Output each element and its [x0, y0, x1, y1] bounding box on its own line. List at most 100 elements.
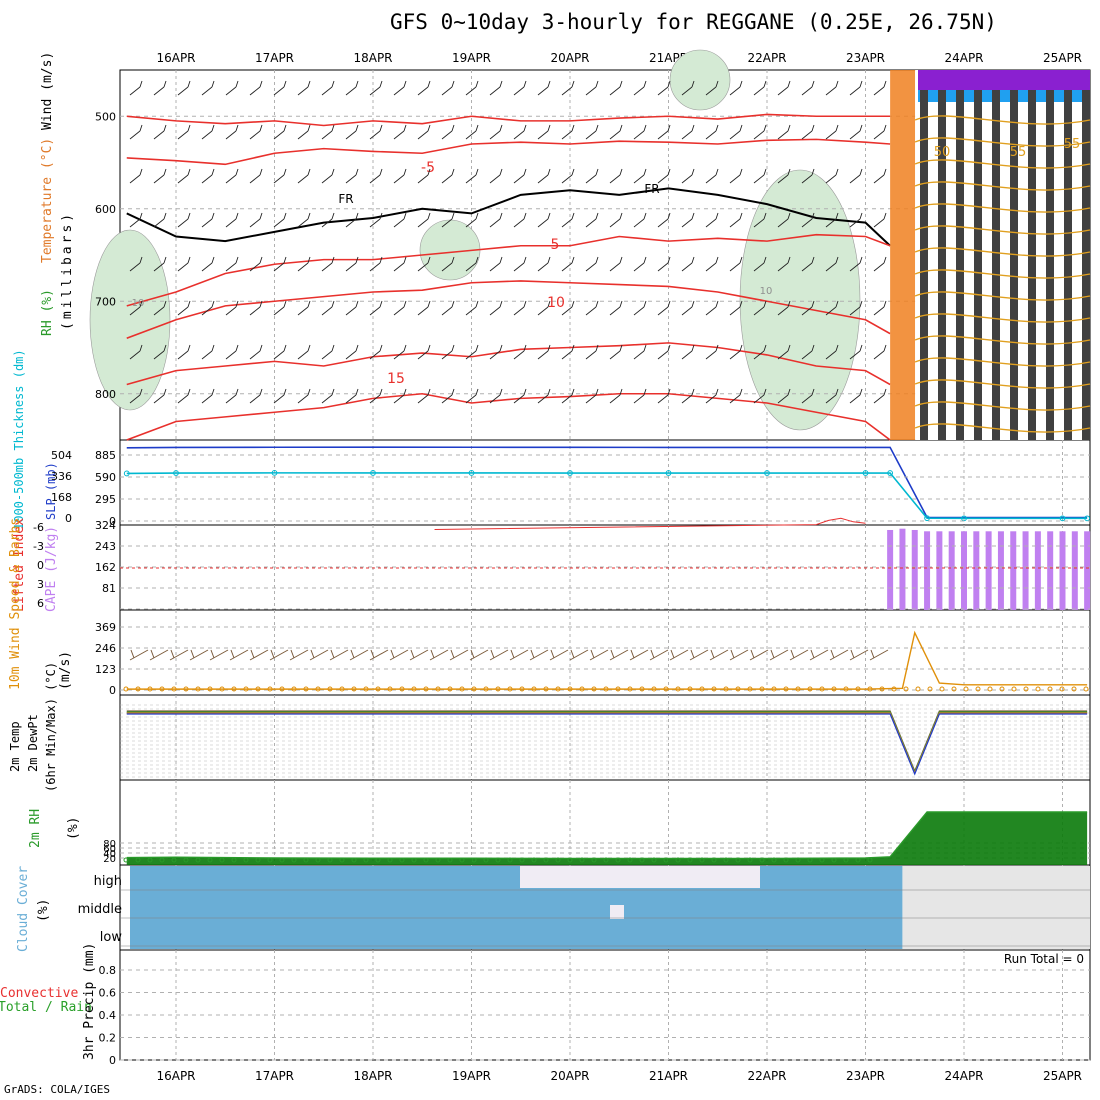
date-label-top: 23APR: [846, 51, 885, 65]
wind-barb: [513, 256, 527, 272]
wind-barb: [561, 256, 575, 272]
rh2m-point: [699, 857, 705, 863]
wind10m-point: [1035, 686, 1041, 692]
wind10m-point: [819, 686, 825, 692]
rh2m-point: [627, 857, 633, 863]
wind-barb: [225, 344, 239, 360]
temp-contour-label: 10: [547, 295, 565, 311]
wind-barb: [825, 168, 839, 184]
wind10m-point: [435, 686, 441, 692]
cloud-fill: [130, 866, 903, 949]
wind10m-point: [231, 686, 237, 692]
wind-barb: [537, 256, 551, 272]
wind10m-barb: [509, 649, 529, 661]
wind-barb: [129, 168, 143, 184]
wind10m-point: [147, 686, 153, 692]
wind-barb: [129, 344, 143, 360]
wind-barb: [441, 344, 455, 360]
wind-barb: [633, 168, 647, 184]
wind-barb: [249, 388, 263, 404]
wind-barb: [609, 212, 623, 228]
wind10m-point: [411, 686, 417, 692]
wind-barb: [657, 344, 671, 360]
rh2m-point: [363, 857, 369, 863]
wind10m-barb: [489, 649, 509, 661]
wind-barb: [393, 388, 407, 404]
wind-barb: [153, 80, 167, 96]
rh2m-tick: 40: [103, 849, 116, 860]
wind10m-point: [483, 686, 489, 692]
wind-barb: [825, 256, 839, 272]
wind-barb: [441, 300, 455, 316]
cape-bar: [1084, 531, 1091, 610]
wind-barb: [153, 388, 167, 404]
wind-barb: [153, 256, 167, 272]
rh2m-point: [807, 857, 813, 863]
rh2m-point: [267, 857, 273, 863]
wind10m-point: [159, 686, 165, 692]
wind-barb: [561, 300, 575, 316]
thickness-point: [665, 470, 672, 476]
wind-barb: [729, 388, 743, 404]
wind-barb: [753, 168, 767, 184]
wind-barb: [753, 256, 767, 272]
wind-barb: [273, 124, 287, 140]
wind-barb: [297, 80, 311, 96]
thickness-tick: 336: [51, 470, 72, 483]
rh2m-point: [591, 857, 597, 863]
cape-bar: [997, 531, 1004, 610]
precip-tick: 0.4: [99, 1009, 117, 1022]
wind10m-point: [255, 686, 261, 692]
wind-barb: [801, 212, 815, 228]
date-label-bottom: 19APR: [452, 1069, 491, 1083]
wind-barb: [129, 80, 143, 96]
wind10m-point: [567, 686, 573, 692]
wind-barb: [465, 80, 479, 96]
rh2m-point: [615, 857, 621, 863]
upper-air-contour: [914, 401, 1091, 411]
wind-barb: [345, 168, 359, 184]
wind-barb: [585, 168, 599, 184]
wind-barb: [873, 256, 887, 272]
rh2m-line: [126, 811, 1088, 860]
wind10m-point: [279, 686, 285, 692]
wind-barb: [225, 212, 239, 228]
wind-barb: [537, 388, 551, 404]
wind-barb: [369, 344, 383, 360]
wind-barb: [633, 212, 647, 228]
wind10m-point: [351, 686, 357, 692]
wind-barb: [225, 168, 239, 184]
wind-barb: [393, 300, 407, 316]
wind-barb: [273, 300, 287, 316]
wind-barb: [369, 388, 383, 404]
wind10m-barb: [649, 649, 669, 661]
wind-barb: [489, 212, 503, 228]
wind-barb: [369, 80, 383, 96]
wind-barb: [633, 80, 647, 96]
freezing-label: FR: [338, 192, 353, 206]
date-label-top: 19APR: [452, 51, 491, 65]
wind10m-barb: [549, 649, 569, 661]
wind-barb: [585, 256, 599, 272]
wind-barb: [369, 212, 383, 228]
date-label-top: 25APR: [1043, 51, 1082, 65]
wind-barb: [489, 168, 503, 184]
wind10m-point: [387, 686, 393, 692]
wind10m-point: [1011, 686, 1017, 692]
upper-air-contour: [914, 159, 1091, 169]
wind-barb: [273, 256, 287, 272]
wind-barb: [849, 300, 863, 316]
wind-barb: [729, 212, 743, 228]
wind-barb: [681, 388, 695, 404]
wind-barb: [777, 124, 791, 140]
rh2m-point: [783, 857, 789, 863]
rh2m-point: [327, 857, 333, 863]
rh2m-point: [207, 857, 213, 863]
rh-shade-region: [89, 229, 171, 411]
wind-barb: [393, 124, 407, 140]
wind10m-barb: [209, 649, 229, 661]
date-label-top: 22APR: [747, 51, 786, 65]
wind10m-point: [135, 686, 141, 692]
wind10m-point: [723, 686, 729, 692]
wind-barb: [153, 300, 167, 316]
